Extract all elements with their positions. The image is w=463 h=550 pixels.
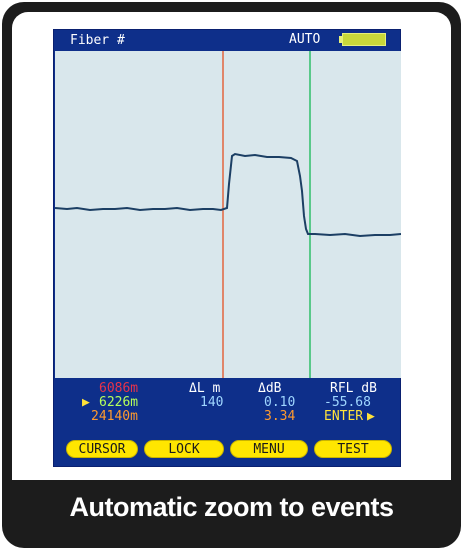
menu-button[interactable]: MENU — [230, 440, 308, 458]
delta-l-value: 140 — [200, 395, 224, 410]
otdr-screen: Fiber # AUTO ΔL m ΔdB RFL dB 6086m ▶ 622… — [53, 29, 401, 467]
trace-plot[interactable] — [55, 51, 401, 378]
enter-arrow-icon: ▶ — [367, 409, 375, 424]
lock-button[interactable]: LOCK — [144, 440, 224, 458]
trace-line — [55, 152, 401, 238]
rfl-db-header: RFL dB — [330, 381, 377, 396]
cursor-b-position: 6226m — [99, 395, 139, 410]
status-bar: Fiber # AUTO — [54, 30, 400, 50]
enter-label[interactable]: ENTER — [324, 409, 364, 424]
fiber-label: Fiber # — [70, 33, 125, 48]
selected-row-arrow-icon: ▶ — [82, 395, 90, 410]
delta-db-header: ΔdB — [258, 381, 282, 396]
delta-l-header: ΔL m — [189, 381, 221, 396]
readout-panel: ΔL m ΔdB RFL dB 6086m ▶ 6226m 140 0.10 -… — [54, 380, 400, 438]
mode-indicator: AUTO — [289, 32, 321, 47]
test-button[interactable]: TEST — [314, 440, 392, 458]
caption: Automatic zoom to events — [69, 492, 394, 522]
softkey-bar: CURSOR LOCK MENU TEST — [54, 440, 400, 462]
delta-db-value: 0.10 — [264, 395, 296, 410]
cursor-button[interactable]: CURSOR — [66, 440, 138, 458]
trace-svg — [55, 51, 401, 378]
total-loss-value: 3.34 — [264, 409, 296, 424]
end-position: 24140m — [91, 409, 138, 424]
battery-icon — [342, 33, 386, 46]
battery-tip — [339, 36, 343, 43]
cursor-a-position: 6086m — [99, 381, 139, 396]
rfl-db-value: -55.68 — [324, 395, 371, 410]
